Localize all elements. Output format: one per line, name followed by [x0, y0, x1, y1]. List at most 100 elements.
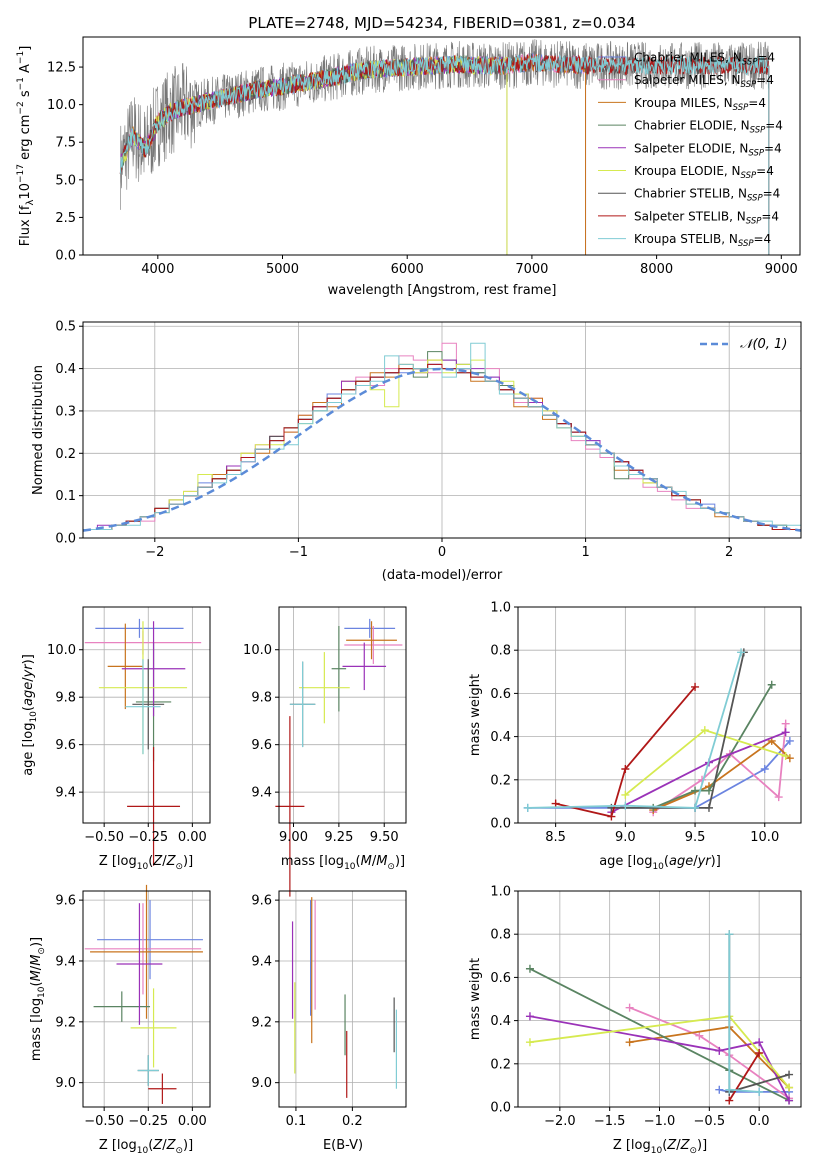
age-vs-mass-plot-area — [275, 618, 403, 897]
age-vs-mass-axes-frame — [278, 606, 407, 824]
y-tick-label: 0.2 — [490, 1057, 511, 1072]
histogram-legend: 𝒩(0, 1) — [700, 337, 787, 352]
legend-label: Kroupa MILES, NSSP=4 — [634, 96, 766, 113]
mass-weight-line — [652, 684, 773, 809]
y-tick-label: 9.4 — [251, 954, 272, 969]
mass-vs-ebv-ticks: 0.1 0.2 9.0 9.2 9.4 9.6 — [251, 894, 362, 1129]
age-vs-mass-grid — [279, 607, 406, 823]
y-tick-label: 9.8 — [55, 691, 76, 706]
x-tick-label: −1.0 — [644, 1114, 676, 1129]
x-tick-label: 9.00 — [279, 830, 308, 845]
histogram-axes-frame — [82, 321, 802, 539]
y-tick-label: 0.2 — [490, 773, 511, 788]
x-tick-label: 4000 — [141, 262, 174, 277]
y-tick-label: 9.6 — [55, 894, 76, 909]
mass-vs-ebv-plot-area — [291, 897, 398, 1098]
legend-label: Kroupa STELIB, NSSP=4 — [634, 232, 771, 249]
mass-weight-marker — [525, 964, 534, 973]
residual-histogram-panel: −2 −1 0 1 2 0.0 0.1 0.2 0.3 0.4 0.5 𝒩(0, 1) (data-… — [31, 320, 802, 583]
mass-weight-marker — [691, 682, 700, 691]
mass-weight-line — [728, 934, 760, 1093]
x-tick-label: 5000 — [266, 262, 299, 277]
mass-weight-marker — [704, 786, 713, 795]
histogram-y-label: Normed distribution — [31, 365, 46, 495]
x-tick-label: 0 — [438, 545, 446, 560]
mass-vs-ebv-axes-frame — [278, 890, 407, 1108]
y-tick-label: 9.6 — [55, 738, 76, 753]
y-tick-label: 0.4 — [490, 730, 511, 745]
x-tick-label: 0.1 — [286, 1114, 307, 1129]
mass-weight-vs-age-y-label: mass weight — [468, 674, 483, 756]
mass-weight-marker — [781, 752, 790, 761]
x-tick-label: 9.25 — [324, 830, 353, 845]
age-vs-mass-panel: 9.00 9.25 9.50 9.4 9.6 9.8 10.0 mass [log10(M/… — [243, 606, 407, 897]
mass-weight-marker — [525, 1038, 534, 1047]
age-vs-mass-ticks: 9.00 9.25 9.50 9.4 9.6 9.8 10.0 — [243, 643, 399, 845]
y-tick-label: 1.0 — [490, 601, 511, 616]
y-tick-label: 9.4 — [251, 786, 272, 801]
x-tick-label: 8.5 — [545, 830, 566, 845]
mass-vs-Z-x-label: Z [log10(Z/Z⊙)] — [99, 1138, 193, 1156]
age-vs-Z-ticks: −0.50 −0.25 0.00 9.4 9.6 9.8 10.0 — [47, 643, 207, 845]
spectrum-title: PLATE=2748, MJD=54234, FIBERID=0381, z=0… — [248, 14, 635, 32]
mass-weight-marker — [621, 765, 630, 773]
y-tick-label: 0.6 — [490, 971, 511, 986]
mass-weight-marker — [695, 1031, 704, 1040]
mass-weight-marker — [525, 1012, 534, 1021]
spectrum-ticks: 4000 5000 6000 7000 8000 9000 0.0 2.5 5.0 7.5 10.0… — [47, 61, 798, 277]
mass-vs-ebv-panel: 0.1 0.2 9.0 9.2 9.4 9.6 E(B-V) — [251, 890, 407, 1153]
y-tick-label: 5.0 — [55, 173, 76, 188]
y-tick-label: 12.5 — [47, 61, 76, 76]
mass-weight-vs-Z-x-label: Z [log10(Z/Z⊙)] — [613, 1138, 707, 1156]
x-tick-label: −2 — [145, 545, 164, 560]
mass-weight-marker — [785, 736, 794, 745]
mass-weight-marker — [781, 719, 790, 728]
x-tick-label: 0.00 — [178, 1114, 207, 1129]
y-tick-label: 9.6 — [251, 738, 272, 753]
mass-weight-marker — [625, 1038, 634, 1047]
mass-weight-marker — [755, 1087, 764, 1096]
legend-label: Chabrier MILES, NSSP=4 — [634, 51, 775, 68]
mass-weight-marker — [725, 1085, 734, 1094]
legend-label: Chabrier ELODIE, NSSP=4 — [634, 119, 783, 136]
x-tick-label: 0.2 — [342, 1114, 363, 1129]
mass-weight-vs-age-x-label: age [log10(age/yr)] — [599, 854, 721, 872]
y-tick-label: 9.0 — [251, 1076, 272, 1091]
x-tick-label: −0.5 — [694, 1114, 726, 1129]
legend-label: Salpeter ELODIE, NSSP=4 — [634, 141, 782, 158]
mass-weight-vs-Z-panel: −2.0 −1.5 −1.0 −0.5 0.0 0.0 0.2 0.4 0.6 0.8 1.0 Z … — [468, 885, 802, 1156]
legend-label: Kroupa ELODIE, NSSP=4 — [634, 164, 774, 181]
y-tick-label: 9.8 — [251, 691, 272, 706]
mass-weight-marker — [785, 1070, 794, 1079]
y-tick-label: 0.0 — [55, 249, 76, 264]
age-vs-Z-grid — [83, 607, 210, 823]
spectrum-plot-area — [119, 39, 770, 255]
mass-weight-vs-age-axes-frame — [517, 606, 802, 824]
y-tick-label: 2.5 — [55, 211, 76, 226]
x-tick-label: 9.5 — [685, 830, 706, 845]
x-tick-label: 7000 — [515, 262, 548, 277]
legend-label: Chabrier STELIB, NSSP=4 — [634, 187, 780, 204]
spectrum-x-label: wavelength [Angstrom, rest frame] — [328, 283, 557, 298]
x-tick-label: 9.0 — [615, 830, 636, 845]
mass-weight-marker — [621, 790, 630, 799]
y-tick-label: 10.0 — [47, 643, 76, 658]
mass-weight-marker — [607, 812, 616, 821]
age-vs-Z-plot-area — [84, 618, 202, 866]
y-tick-label: 9.2 — [55, 1015, 76, 1030]
mass-weight-line — [652, 739, 791, 811]
y-tick-label: 0.8 — [490, 644, 511, 659]
mass-vs-Z-axes-frame — [82, 890, 211, 1108]
mass-weight-marker — [700, 726, 709, 735]
mass-weight-marker — [691, 786, 700, 795]
y-tick-label: 0.8 — [490, 928, 511, 943]
mass-weight-vs-Z-axes-frame — [517, 890, 802, 1108]
spectrum-legend: Chabrier MILES, NSSP=4 Salpeter MILES, NS… — [598, 51, 783, 249]
age-vs-Z-axes-frame — [82, 606, 211, 824]
mass-vs-Z-plot-area — [84, 884, 203, 1104]
y-tick-label: 9.4 — [55, 786, 76, 801]
mass-weight-line — [555, 686, 696, 818]
x-tick-label: 0.00 — [178, 830, 207, 845]
y-tick-label: 0.1 — [55, 489, 76, 504]
mass-vs-Z-y-label: mass [log10(M/M⊙)] — [29, 937, 47, 1061]
